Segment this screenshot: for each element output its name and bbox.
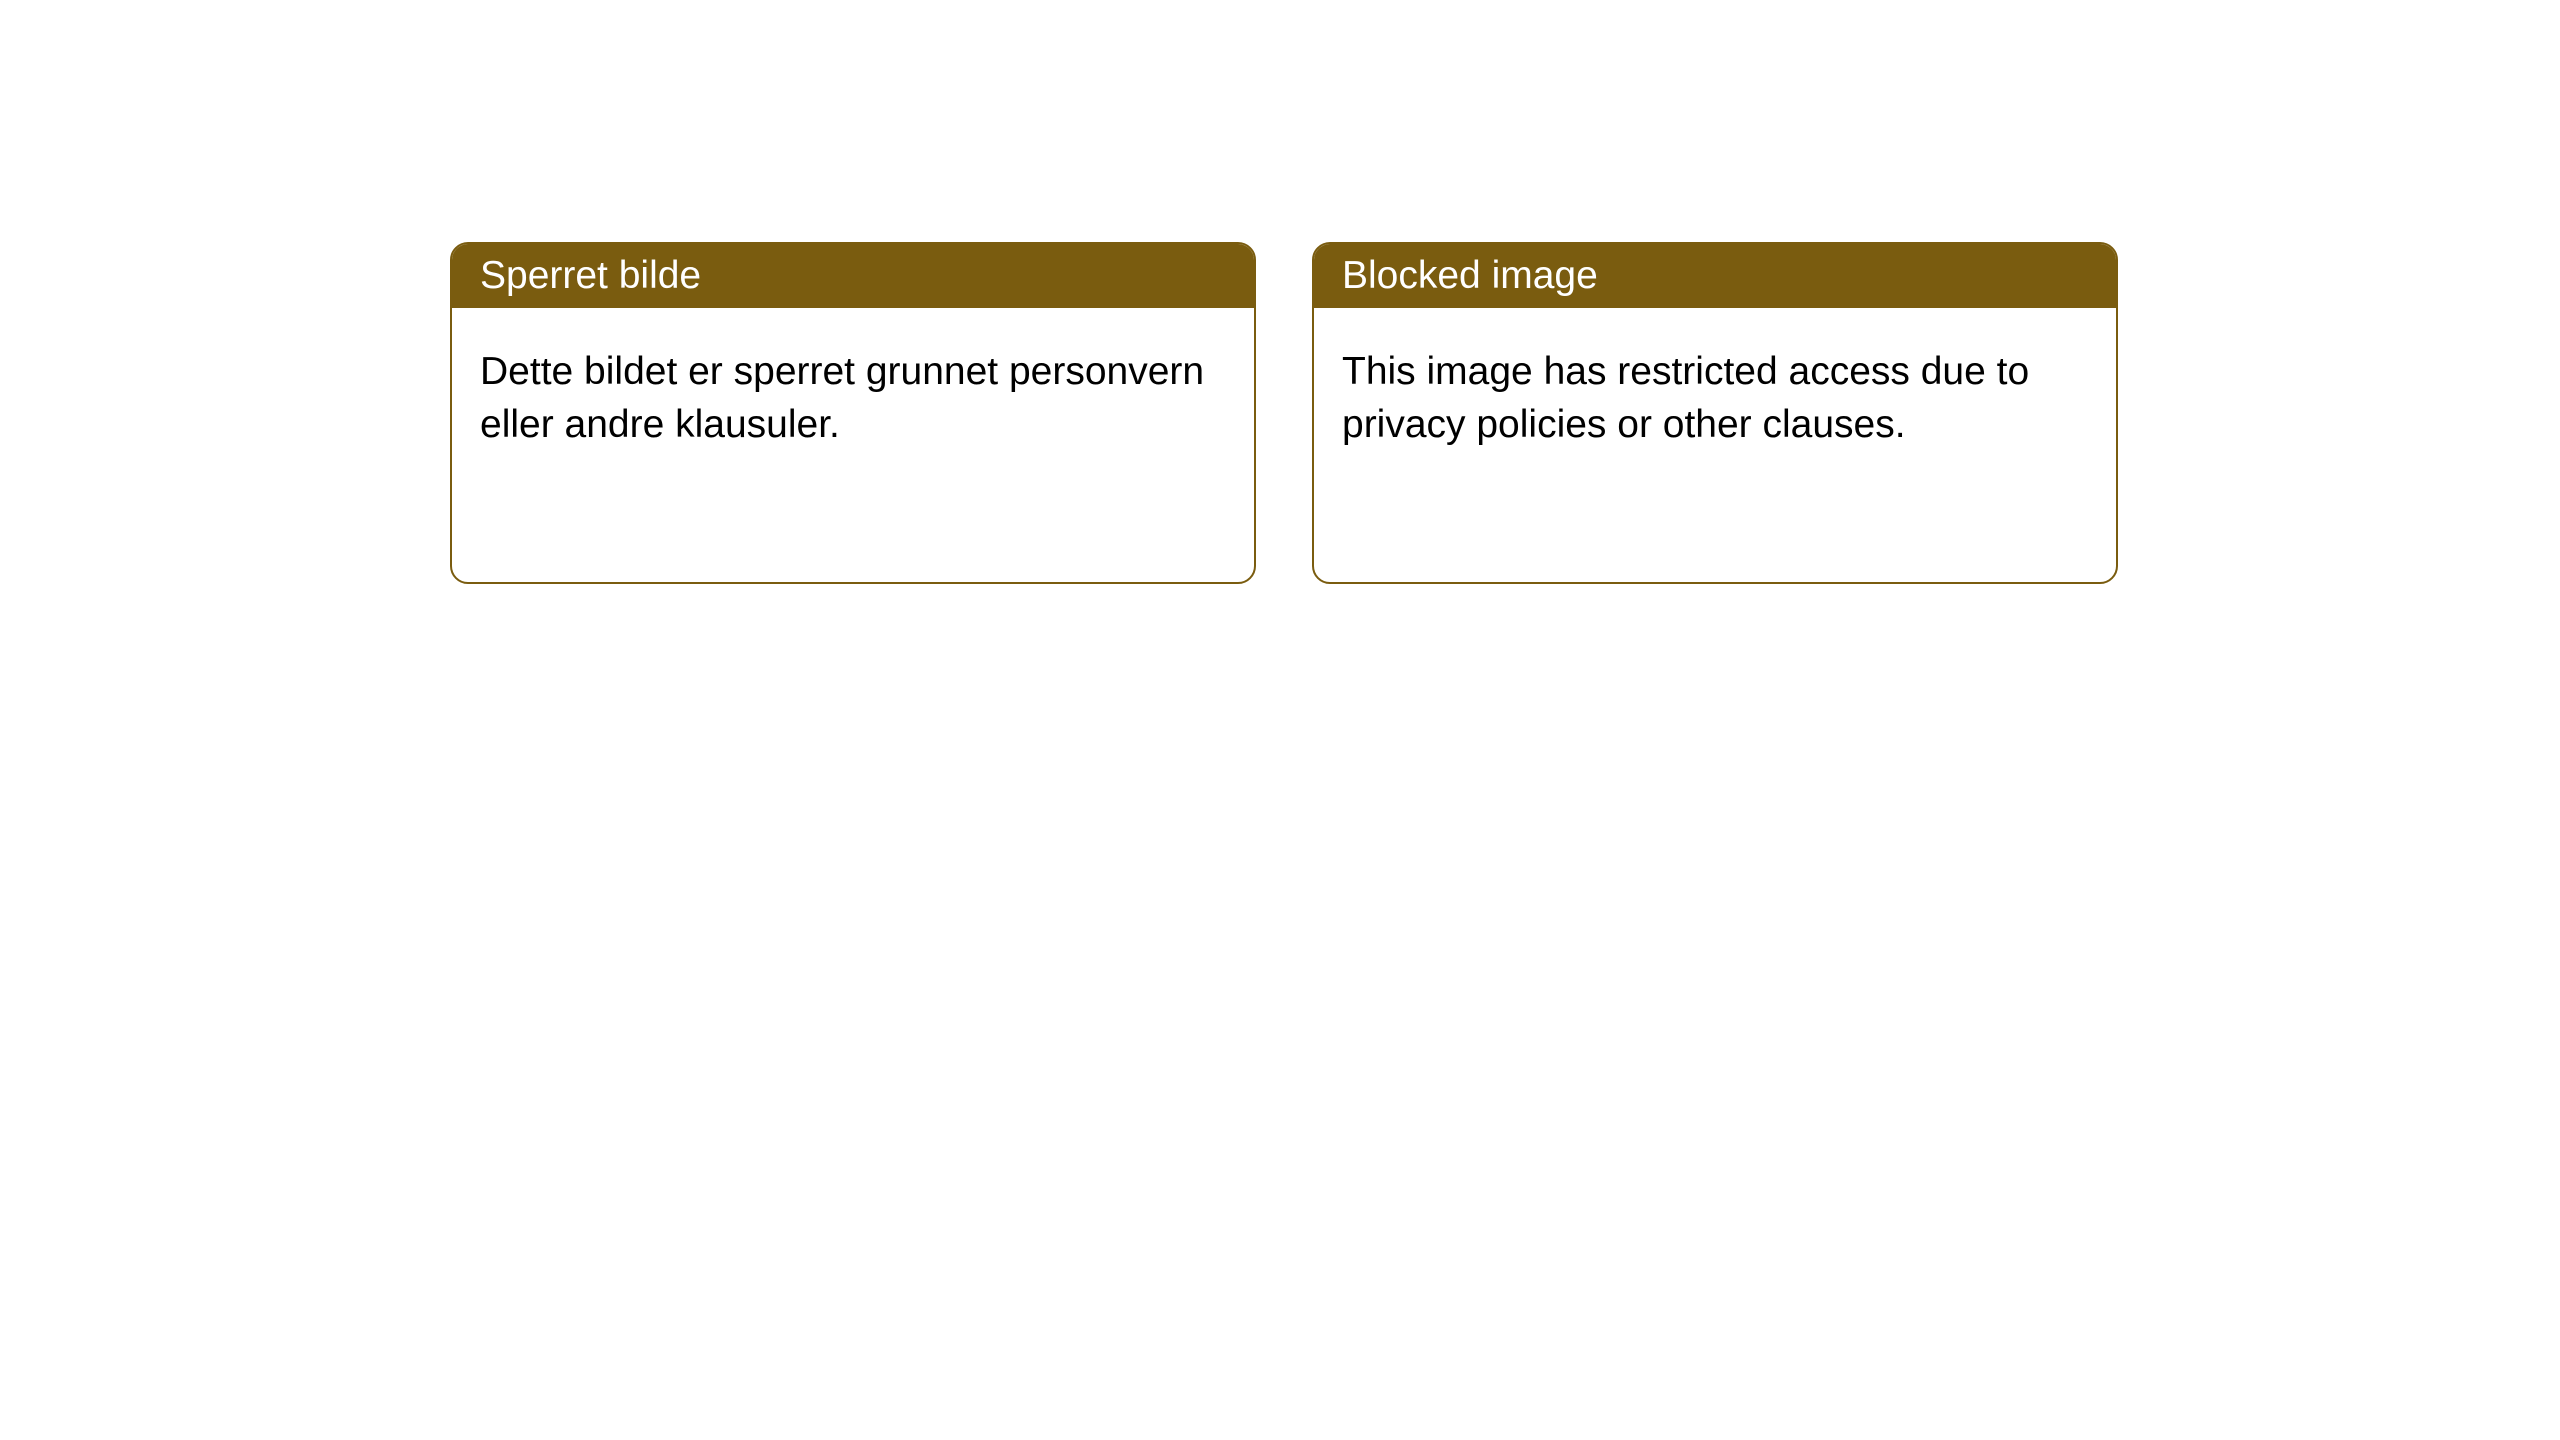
card-body-text: This image has restricted access due to … bbox=[1342, 350, 2029, 446]
card-title: Sperret bilde bbox=[480, 254, 701, 297]
notice-card-english: Blocked image This image has restricted … bbox=[1312, 242, 2118, 584]
card-title: Blocked image bbox=[1342, 254, 1598, 297]
card-body: Dette bildet er sperret grunnet personve… bbox=[452, 308, 1254, 489]
card-body: This image has restricted access due to … bbox=[1314, 308, 2116, 489]
notice-card-norwegian: Sperret bilde Dette bildet er sperret gr… bbox=[450, 242, 1256, 584]
card-header: Blocked image bbox=[1314, 244, 2116, 308]
notice-container: Sperret bilde Dette bildet er sperret gr… bbox=[0, 0, 2560, 584]
card-header: Sperret bilde bbox=[452, 244, 1254, 308]
card-body-text: Dette bildet er sperret grunnet personve… bbox=[480, 350, 1204, 446]
